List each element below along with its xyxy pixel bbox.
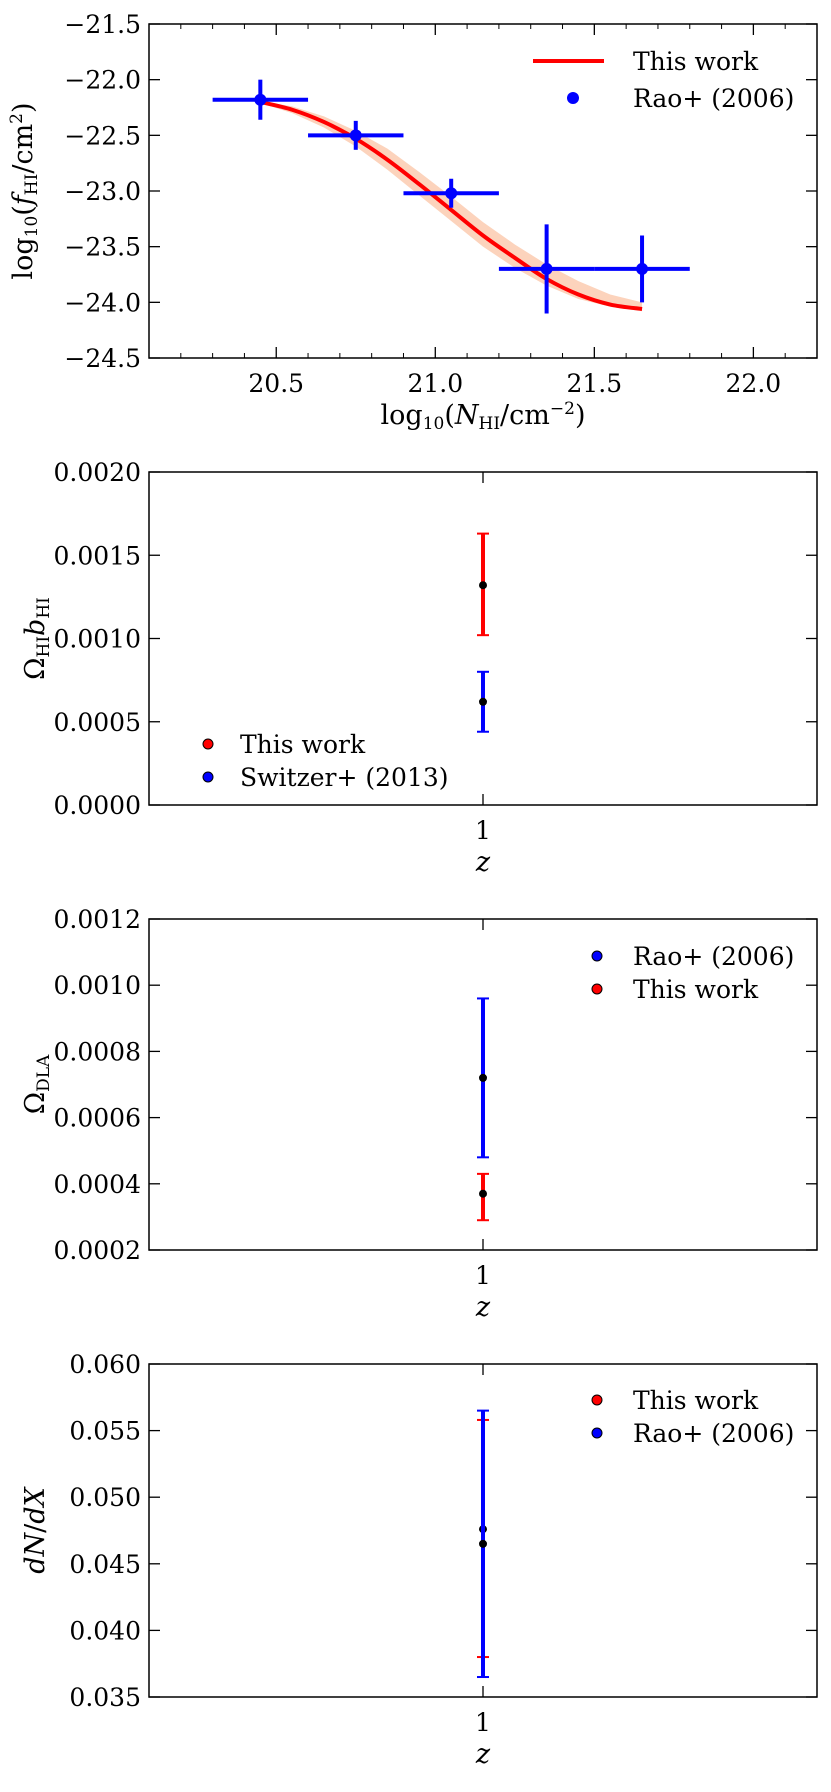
y-tick-label: 0.055 [69, 1417, 141, 1446]
this-work-line [259, 99, 643, 311]
y-tick-label: 0.0015 [54, 541, 141, 570]
x-tick-label: 1 [475, 816, 491, 845]
x-tick-label: 21.0 [407, 369, 463, 398]
rao-2006-point [594, 235, 690, 303]
x-axis-label: log10(NHI/cm−2) [381, 399, 586, 434]
chart-2: 1 0.0000 0.0005 0.0010 0.0015 0.0020 z ΩHIbHI Th… [20, 458, 818, 878]
y-tick-label: −24.0 [64, 288, 141, 317]
y-tick-label: 0.060 [69, 1350, 141, 1379]
chart-4: 1 0.035 0.040 0.045 0.050 0.055 0.060 z dN/dX Thi… [20, 1350, 818, 1770]
legend-marker-this-work [591, 1394, 603, 1406]
y-axis-label: dN/dX [20, 1485, 51, 1573]
rao-2006-marker [479, 1073, 487, 1082]
y-tick-label: 0.050 [69, 1483, 141, 1512]
y-axis-label: ΩDLA [20, 1054, 54, 1114]
legend-label-rao-2006: Rao+ (2006) [633, 942, 794, 971]
x-tick-label: 21.5 [566, 369, 622, 398]
y-tick-label: 0.0020 [54, 458, 141, 487]
y-tick-label: −23.5 [64, 233, 141, 262]
rao-2006-marker [445, 187, 458, 200]
chart-1: 20.5 21.0 21.5 22.0 −21.5 −22.0 −22.5 −23.0 −23.… [7, 10, 818, 434]
x-axis-label: z [475, 847, 491, 878]
y-tick-label: 0.0000 [54, 791, 141, 820]
legend-label-rao-2006: Rao+ (2006) [633, 84, 794, 113]
x-tick-label: 1 [475, 1708, 491, 1737]
legend-label-this-work: This work [240, 730, 366, 759]
legend-marker-this-work [591, 983, 603, 995]
y-tick-label: −24.5 [64, 344, 141, 373]
x-tick-label: 20.5 [248, 369, 304, 398]
legend-label-rao-2006: Rao+ (2006) [633, 1419, 794, 1448]
rao-2006-point [498, 224, 595, 314]
x-tick-label: 1 [475, 1261, 491, 1290]
y-tick-label: −23.0 [64, 177, 141, 206]
rao-2006-point [477, 1409, 489, 1679]
y-tick-label: 0.0012 [54, 905, 141, 934]
this-work-marker [479, 1189, 487, 1198]
legend-marker-this-work [202, 738, 214, 750]
y-tick-label: 0.0008 [54, 1037, 141, 1066]
y-tick-label: 0.045 [69, 1550, 141, 1579]
y-tick-label: 0.040 [69, 1616, 141, 1645]
legend-label-switzer-2013: Switzer+ (2013) [240, 763, 449, 792]
y-tick-label: 0.0004 [54, 1170, 141, 1199]
y-tick-label: −22.5 [64, 121, 141, 150]
y-axis-label: ΩHIbHI [20, 597, 54, 680]
this-work-point [477, 532, 489, 637]
y-tick-label: 0.0006 [54, 1104, 141, 1133]
this-work-marker [479, 581, 487, 590]
rao-2006-point [308, 120, 404, 150]
x-tick-label: 22.0 [726, 369, 782, 398]
y-axis-label: log10(fHI/cm2) [7, 102, 42, 279]
x-axis-label: z [475, 1292, 491, 1323]
chart-3: 1 0.0002 0.0004 0.0006 0.0008 0.0010 0.0012 z ΩD… [20, 905, 818, 1323]
rao-2006-marker [254, 93, 267, 106]
rao-2006-point [212, 79, 309, 120]
y-tick-label: −21.5 [64, 10, 141, 39]
legend-marker-rao-2006 [591, 1427, 603, 1439]
y-tick-label: 0.0005 [54, 708, 141, 737]
switzer-2013-marker [479, 697, 487, 706]
y-tick-label: 0.0010 [54, 971, 141, 1000]
legend-marker-rao-2006 [567, 92, 579, 104]
x-axis-label: z [475, 1739, 491, 1770]
y-tick-label: 0.0002 [54, 1236, 141, 1265]
switzer-2013-point [477, 670, 489, 733]
legend-marker-switzer-2013 [202, 771, 214, 783]
y-tick-label: 0.0010 [54, 625, 141, 654]
legend-label-this-work: This work [633, 1386, 759, 1415]
y-tick-label: 0.035 [69, 1683, 141, 1712]
rao-2006-point [477, 997, 489, 1159]
legend-label-this-work: This work [633, 975, 759, 1004]
rao-2006-marker [349, 129, 362, 142]
rao-2006-marker [479, 1539, 487, 1548]
rao-2006-point [403, 178, 499, 208]
this-work-point [477, 1172, 489, 1222]
legend-marker-rao-2006 [591, 950, 603, 962]
y-tick-label: −22.0 [64, 66, 141, 95]
legend-label-this-work: This work [633, 47, 759, 76]
rao-2006-marker [636, 262, 649, 275]
rao-2006-marker [540, 262, 553, 275]
